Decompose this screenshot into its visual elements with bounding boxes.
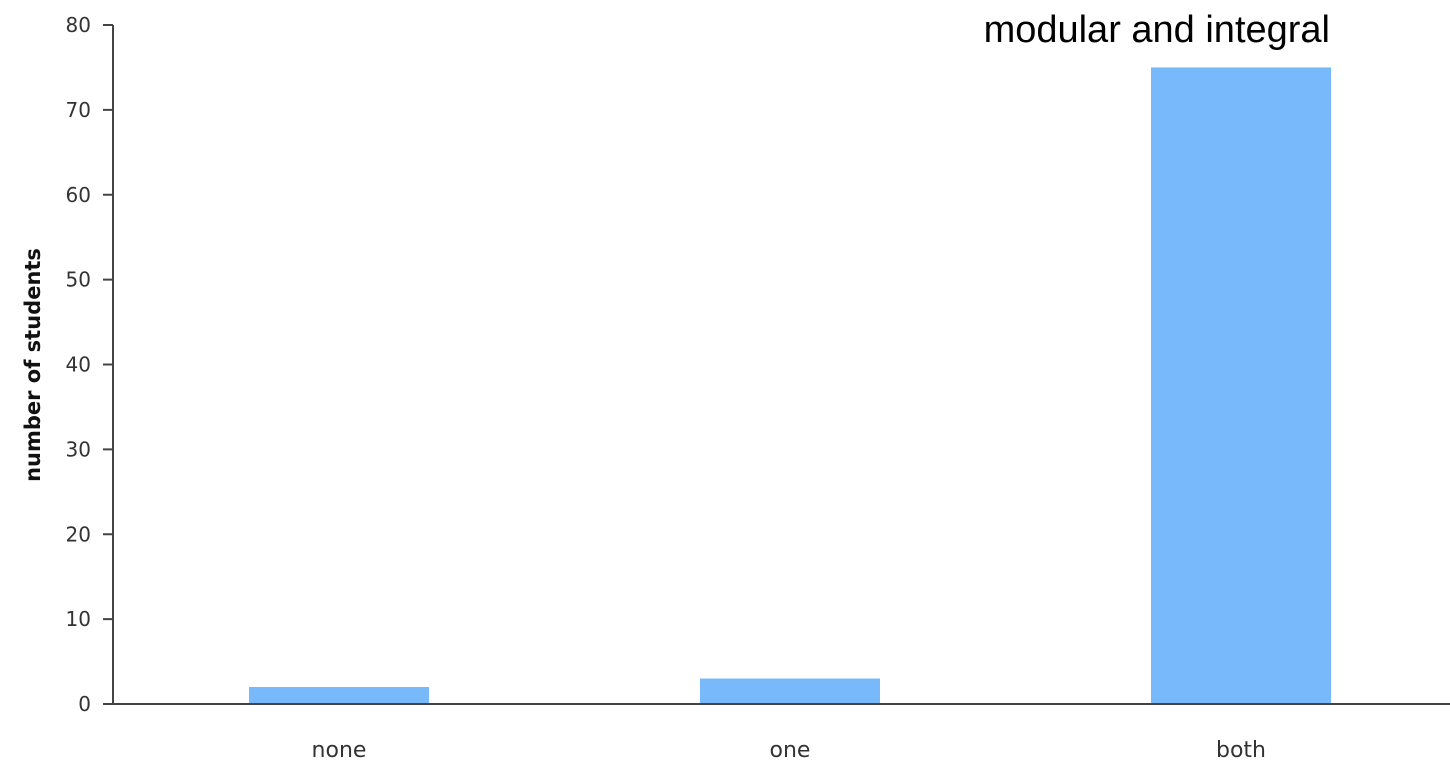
y-tick-label: 0 <box>78 692 91 716</box>
y-axis-label: number of students <box>21 248 45 482</box>
x-tick-label-both: both <box>1216 738 1266 763</box>
y-tick-label: 70 <box>66 98 91 122</box>
bar-both <box>1151 67 1331 704</box>
y-tick-label: 50 <box>66 268 91 292</box>
bar-one <box>700 678 880 704</box>
y-tick-label: 10 <box>66 607 91 631</box>
x-tick-label-one: one <box>770 738 811 763</box>
bar-none <box>249 687 429 704</box>
y-axis-ticks: 0 10 20 30 40 50 60 70 80 <box>66 13 113 716</box>
chart-title: modular and integral <box>984 9 1330 51</box>
y-tick-label: 60 <box>66 183 91 207</box>
y-tick-label: 40 <box>66 353 91 377</box>
bars <box>249 67 1331 704</box>
y-tick-label: 20 <box>66 522 91 546</box>
y-tick-label: 30 <box>66 437 91 461</box>
x-tick-label-none: none <box>312 738 367 763</box>
y-tick-label: 80 <box>66 13 91 37</box>
x-axis-labels: none one both <box>312 738 1266 763</box>
